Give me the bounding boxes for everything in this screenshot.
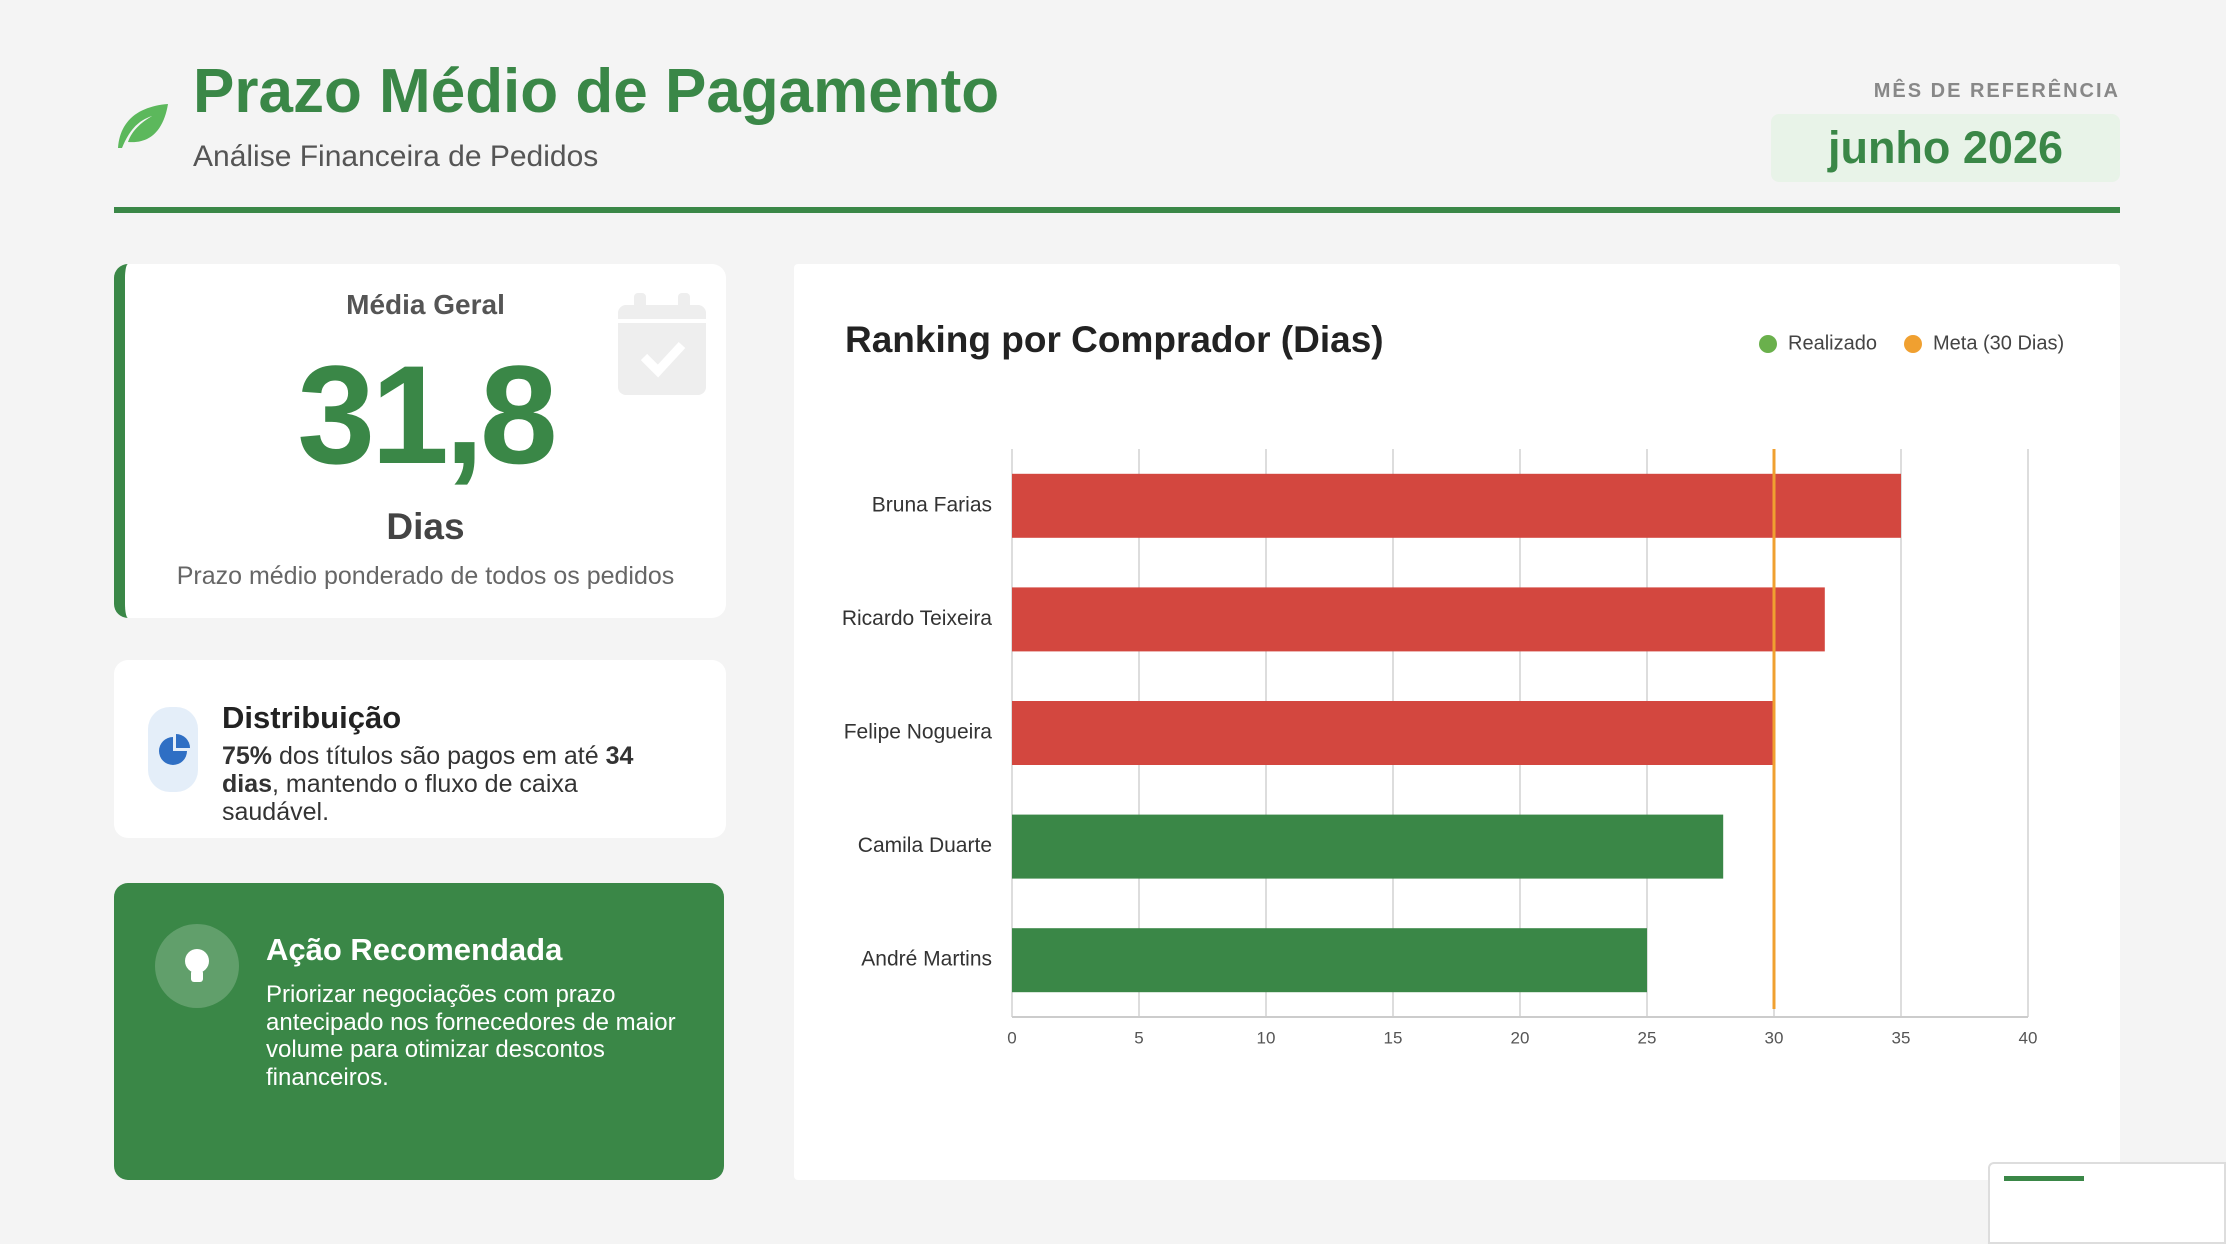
x-tick-label: 0 — [1007, 1028, 1016, 1047]
action-title: Ação Recomendada — [266, 932, 563, 967]
calendar-icon — [618, 293, 706, 395]
text: dos títulos são pagos em até — [272, 742, 606, 770]
kpi-title: Média Geral — [346, 289, 505, 320]
page-subtitle: Análise Financeira de Pedidos — [193, 140, 599, 173]
header-rule — [114, 207, 2120, 213]
text: , mantendo o fluxo de caixa saudável. — [222, 770, 578, 826]
action-text: Priorizar negociações com prazo antecipa… — [266, 981, 676, 1091]
text-strong: 34 dias — [222, 742, 634, 798]
bulb-icon — [155, 924, 239, 1008]
text-strong: 75% — [222, 742, 273, 770]
y-tick-label: Camila Duarte — [858, 834, 992, 857]
legend-label: Meta (30 Dias) — [1933, 332, 2064, 354]
legend-dot — [1759, 335, 1777, 353]
y-tick-label: André Martins — [861, 948, 992, 971]
x-tick-label: 40 — [2019, 1028, 2038, 1047]
kpi-note: Prazo médio ponderado de todos os pedido… — [176, 562, 675, 590]
y-tick-label: Ricardo Teixeira — [842, 607, 992, 630]
x-tick-label: 5 — [1134, 1028, 1143, 1047]
x-tick-label: 35 — [1892, 1028, 1911, 1047]
kpi-card: Média Geral 31,8 Dias Prazo médio ponder… — [114, 264, 726, 618]
thumbnail-bar — [2004, 1176, 2084, 1181]
kpi-unit: Dias — [386, 506, 465, 547]
x-tick-label: 10 — [1257, 1028, 1276, 1047]
legend-dot — [1904, 335, 1922, 353]
kpi-value: 31,8 — [297, 336, 557, 493]
ref-value: junho 2026 — [1771, 114, 2120, 182]
bar — [1012, 587, 1825, 652]
thumbnail — [1988, 1162, 2226, 1244]
ref-label: MÊS DE REFERÊNCIA — [1873, 80, 2120, 102]
x-tick-label: 25 — [1638, 1028, 1657, 1047]
pie-icon — [148, 707, 198, 792]
y-tick-label: Felipe Nogueira — [844, 721, 993, 744]
bar — [1012, 814, 1724, 879]
y-tick-label: Bruna Farias — [872, 493, 992, 516]
x-tick-label: 15 — [1384, 1028, 1403, 1047]
distribution-text: 75% dos títulos são pagos em até 34 dias… — [222, 742, 682, 826]
page-title: Prazo Médio de Pagamento — [193, 57, 1000, 126]
action-card: Ação Recomendada Priorizar negociações c… — [114, 883, 724, 1180]
chart-title: Ranking por Comprador (Dias) — [845, 319, 1384, 360]
x-tick-label: 30 — [1765, 1028, 1784, 1047]
distribution-card: Distribuição 75% dos títulos são pagos e… — [114, 660, 726, 838]
bar — [1012, 701, 1774, 765]
legend-label: Realizado — [1788, 332, 1877, 354]
x-tick-label: 20 — [1511, 1028, 1530, 1047]
distribution-title: Distribuição — [222, 700, 402, 735]
leaf-icon — [118, 104, 168, 148]
bar — [1012, 473, 1901, 538]
bar — [1012, 928, 1647, 993]
